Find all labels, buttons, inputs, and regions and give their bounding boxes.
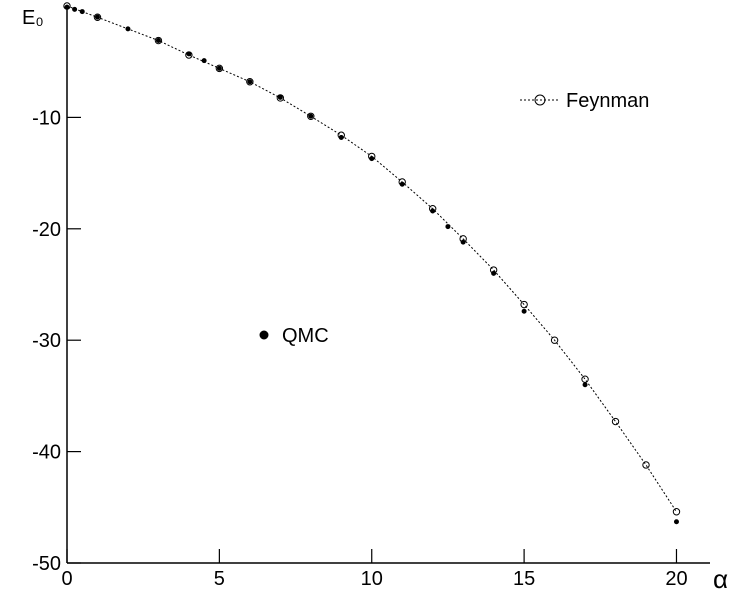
legend-label: QMC	[282, 325, 329, 347]
data-point	[125, 26, 131, 32]
x-tick-label: 10	[361, 568, 383, 590]
data-point	[521, 308, 527, 314]
data-point	[216, 65, 222, 71]
x-tick-label: 20	[665, 568, 687, 590]
y-tick-label: -40	[32, 442, 61, 464]
data-point	[672, 508, 681, 516]
data-point	[611, 417, 620, 426]
data-point	[642, 461, 650, 469]
y-tick-label: -20	[32, 219, 61, 241]
data-point	[550, 336, 559, 344]
data-point	[460, 239, 466, 245]
legend-label: Feynman	[566, 90, 649, 112]
data-point	[79, 9, 85, 15]
data-point	[491, 270, 497, 276]
data-point	[307, 112, 315, 120]
data-point	[94, 14, 100, 20]
data-point	[72, 6, 78, 12]
data-point	[276, 94, 285, 102]
legend-marker	[259, 330, 269, 340]
data-point	[338, 134, 344, 140]
data-point	[581, 375, 589, 383]
data-point	[154, 36, 163, 45]
y-tick-label: -50	[32, 553, 61, 575]
x-tick-label: 0	[61, 568, 72, 590]
data-point	[445, 224, 451, 230]
data-point	[673, 519, 679, 525]
data-point	[215, 64, 224, 73]
data-point	[277, 94, 283, 100]
data-point	[93, 13, 102, 21]
data-point	[201, 58, 207, 64]
data-point	[186, 51, 192, 57]
data-point	[399, 181, 405, 187]
data-point	[308, 113, 314, 119]
y-axis-label: E₀	[22, 7, 44, 29]
data-point	[247, 79, 253, 85]
x-axis-label: α	[713, 564, 728, 593]
x-tick-label: 5	[214, 568, 225, 590]
y-tick-label: -10	[32, 107, 61, 129]
data-point	[430, 208, 436, 214]
data-point	[64, 4, 70, 10]
data-point	[155, 38, 161, 44]
series-line	[66, 5, 677, 513]
data-point	[369, 156, 375, 162]
y-tick-label: -30	[32, 330, 61, 352]
legend-marker	[534, 94, 546, 106]
data-point	[582, 382, 588, 388]
x-tick-label: 15	[513, 568, 535, 590]
data-point	[520, 300, 528, 309]
data-point	[246, 78, 254, 86]
